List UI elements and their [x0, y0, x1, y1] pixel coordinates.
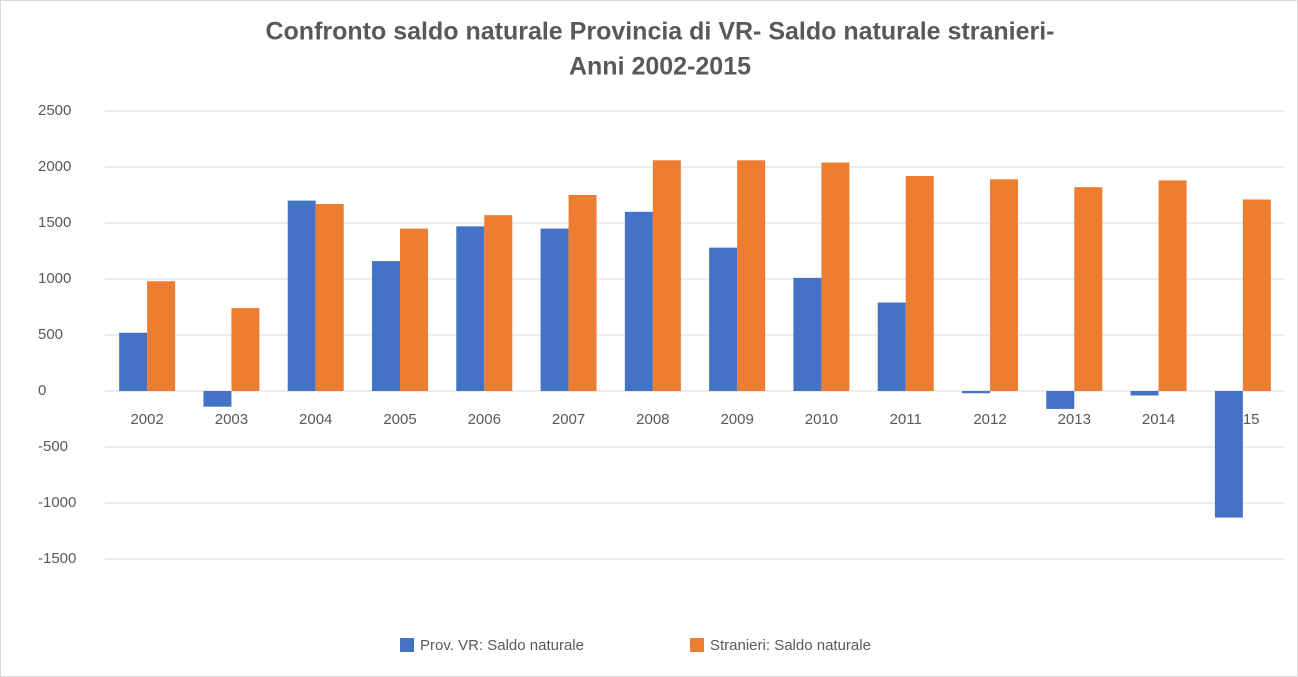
- bar: [1242, 199, 1271, 391]
- bar: [400, 228, 428, 391]
- bar: [568, 195, 597, 391]
- x-tick-label: 2010: [805, 411, 838, 428]
- x-tick-label: 2004: [299, 411, 332, 428]
- bar: [793, 277, 822, 391]
- bar: [990, 179, 1018, 391]
- x-tick-label: 2014: [1142, 411, 1175, 428]
- bar: [652, 160, 681, 391]
- y-tick-label: 1000: [38, 270, 71, 287]
- x-tick-label: 2005: [383, 411, 416, 428]
- y-tick-label: 500: [38, 326, 63, 343]
- bar: [737, 160, 766, 391]
- bar: [484, 215, 513, 391]
- y-tick-label: -1500: [38, 550, 76, 567]
- bar: [287, 200, 316, 391]
- bar: [1214, 391, 1243, 518]
- x-tick-label: 2002: [130, 411, 163, 428]
- x-tick-label: 2003: [215, 411, 248, 428]
- bar: [203, 391, 232, 407]
- bar: [119, 332, 148, 391]
- chart-title: Anni 2002-2015: [569, 53, 751, 81]
- x-tick-label: 2011: [890, 411, 922, 428]
- bar: [1158, 180, 1187, 391]
- bar: [962, 391, 990, 394]
- x-tick-label: 2007: [552, 411, 585, 428]
- bar: [709, 247, 738, 391]
- x-tick-label: 2006: [468, 411, 501, 428]
- legend-label: Stranieri: Saldo naturale: [710, 637, 871, 654]
- x-tick-label: 2008: [636, 411, 669, 428]
- bar: [372, 261, 400, 391]
- bar: [540, 228, 569, 391]
- y-tick-label: 1500: [38, 214, 71, 231]
- bar: [905, 175, 934, 391]
- x-tick-label: 2009: [720, 411, 753, 428]
- y-tick-label: 0: [38, 382, 46, 399]
- bar: [1046, 391, 1075, 409]
- bar: [147, 281, 176, 391]
- y-tick-label: -1000: [38, 494, 76, 511]
- y-tick-label: -500: [38, 438, 68, 455]
- bar: [624, 211, 653, 391]
- chart-title: Confronto saldo naturale Provincia di VR…: [265, 18, 1054, 46]
- bar: [877, 302, 906, 391]
- x-tick-label: 2013: [1058, 411, 1091, 428]
- bar: [821, 162, 850, 391]
- legend-label: Prov. VR: Saldo naturale: [420, 637, 584, 654]
- bar: [1130, 391, 1159, 396]
- legend-swatch: [400, 638, 414, 652]
- bar: [456, 226, 485, 391]
- y-tick-label: 2000: [38, 158, 71, 175]
- bar: [1074, 187, 1103, 391]
- legend-swatch: [690, 638, 704, 652]
- bar: [231, 308, 260, 391]
- bar: [315, 203, 344, 391]
- x-tick-label: 2012: [973, 411, 1006, 428]
- y-tick-label: 2500: [38, 102, 71, 119]
